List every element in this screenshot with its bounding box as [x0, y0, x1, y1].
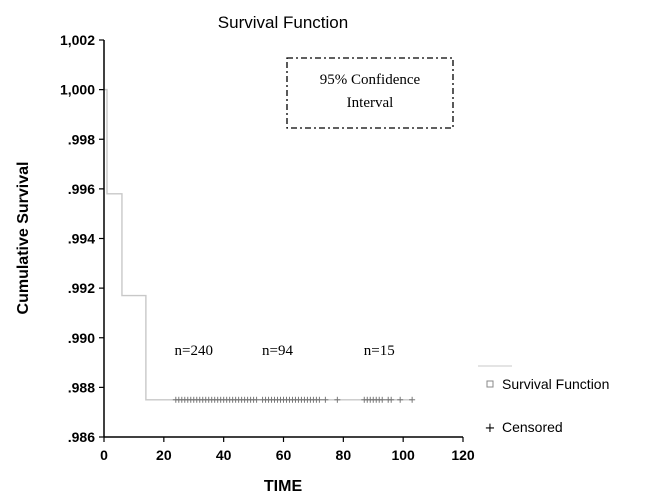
- y-tick-label: .986: [68, 429, 95, 445]
- x-tick-label: 20: [156, 447, 172, 463]
- x-tick-label: 60: [276, 447, 292, 463]
- censored-marker: [388, 396, 395, 403]
- x-tick-label: 0: [100, 447, 108, 463]
- legend-plus-icon: +: [485, 421, 496, 436]
- plot-series: [104, 88, 416, 403]
- y-axis-ticks: 1,002 1,000 .998 .996 .994 .992 .990 .988 .986: [60, 32, 104, 445]
- y-tick-label: .996: [68, 181, 95, 197]
- ci-box-line1: 95% Confidence: [320, 72, 421, 88]
- y-tick-label: .994: [68, 231, 95, 247]
- censored-marker: [397, 396, 404, 403]
- censored-marker: [316, 396, 323, 403]
- censored-marker: [322, 396, 329, 403]
- y-tick-label: .992: [68, 280, 95, 296]
- y-tick-label: .990: [68, 330, 95, 346]
- ci-legend-box: 95% Confidence Interval: [286, 57, 454, 129]
- x-tick-label: 40: [216, 447, 232, 463]
- censored-marker: [253, 396, 260, 403]
- censored-marker: [334, 396, 341, 403]
- x-tick-label: 80: [336, 447, 352, 463]
- chart-title: Survival Function: [218, 13, 348, 32]
- censored-marker: [409, 396, 416, 403]
- legend-square-icon: [486, 380, 494, 388]
- y-axis-label: Cumulative Survival: [15, 162, 32, 315]
- censored-marker: [379, 396, 386, 403]
- sample-size-label: n=94: [262, 343, 293, 359]
- y-tick-label: .988: [68, 379, 95, 395]
- y-tick-label: 1,002: [60, 32, 95, 48]
- legend-survival-label: Survival Function: [502, 376, 609, 392]
- y-tick-label: 1,000: [60, 82, 95, 98]
- legend: Survival Function + Censored: [478, 365, 609, 436]
- ci-box-line2: Interval: [347, 95, 394, 111]
- x-axis-ticks: 0 20 40 60 80 100 120: [100, 437, 475, 463]
- y-tick-label: .998: [68, 131, 95, 147]
- plot-axes: [103, 40, 463, 438]
- survival-function-line: [104, 88, 413, 401]
- sample-size-label: n=240: [175, 343, 213, 359]
- legend-censored-label: Censored: [502, 419, 563, 435]
- x-tick-label: 100: [391, 447, 415, 463]
- x-tick-label: 120: [451, 447, 475, 463]
- annotations: n=240 n=94 n=15: [175, 343, 395, 359]
- sample-size-label: n=15: [364, 343, 395, 359]
- x-axis-label: TIME: [264, 478, 303, 495]
